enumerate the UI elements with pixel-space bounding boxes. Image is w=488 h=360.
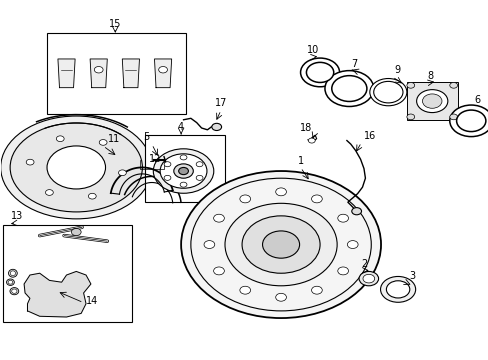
Circle shape	[180, 155, 186, 160]
Circle shape	[211, 123, 221, 131]
Ellipse shape	[10, 288, 19, 295]
Text: 3: 3	[408, 271, 415, 281]
Ellipse shape	[8, 280, 13, 284]
Circle shape	[406, 82, 414, 88]
Text: 11: 11	[108, 134, 120, 144]
Text: 15: 15	[109, 19, 121, 29]
Ellipse shape	[8, 269, 17, 277]
Circle shape	[242, 216, 320, 273]
Circle shape	[422, 94, 441, 108]
Circle shape	[358, 271, 378, 286]
Circle shape	[456, 110, 485, 132]
Bar	[3, 225, 132, 321]
Text: 9: 9	[394, 65, 400, 75]
Circle shape	[449, 114, 457, 120]
Circle shape	[275, 188, 286, 196]
Text: 4: 4	[178, 122, 184, 132]
Text: 8: 8	[427, 71, 433, 81]
Circle shape	[203, 240, 214, 248]
Circle shape	[178, 167, 188, 175]
Text: 2: 2	[360, 258, 366, 269]
Text: 17: 17	[214, 98, 227, 108]
Circle shape	[311, 286, 322, 294]
Text: 7: 7	[351, 59, 357, 69]
Circle shape	[181, 171, 380, 318]
Circle shape	[337, 214, 348, 222]
Circle shape	[164, 162, 171, 167]
Circle shape	[369, 78, 406, 106]
Circle shape	[180, 182, 186, 187]
Circle shape	[308, 138, 315, 143]
Text: 10: 10	[306, 45, 318, 55]
Circle shape	[88, 193, 96, 199]
Text: 5: 5	[143, 132, 149, 142]
Polygon shape	[154, 59, 171, 87]
Circle shape	[160, 154, 206, 188]
Circle shape	[71, 228, 81, 235]
Bar	[47, 33, 185, 114]
Circle shape	[190, 178, 370, 311]
Text: 14: 14	[86, 296, 98, 306]
Text: 16: 16	[363, 131, 375, 140]
Circle shape	[213, 214, 224, 222]
Ellipse shape	[12, 289, 17, 293]
Circle shape	[275, 293, 286, 301]
Polygon shape	[90, 59, 107, 87]
Circle shape	[240, 286, 250, 294]
Text: 13: 13	[11, 211, 23, 221]
Circle shape	[325, 71, 373, 107]
Text: 18: 18	[299, 123, 311, 133]
Circle shape	[47, 146, 105, 189]
Circle shape	[164, 175, 171, 180]
Circle shape	[351, 208, 361, 215]
Circle shape	[337, 267, 348, 275]
Polygon shape	[58, 59, 75, 87]
Circle shape	[45, 190, 53, 195]
Bar	[144, 135, 224, 202]
Ellipse shape	[0, 116, 152, 219]
Circle shape	[56, 136, 64, 141]
Circle shape	[373, 81, 402, 103]
Circle shape	[346, 240, 357, 248]
Circle shape	[196, 175, 203, 180]
Ellipse shape	[10, 271, 16, 276]
Bar	[406, 82, 457, 120]
Circle shape	[94, 67, 103, 73]
Ellipse shape	[6, 279, 14, 285]
Circle shape	[240, 195, 250, 203]
Polygon shape	[24, 271, 91, 317]
Circle shape	[224, 203, 336, 286]
Circle shape	[26, 159, 34, 165]
Text: 6: 6	[474, 95, 480, 105]
Circle shape	[380, 276, 415, 302]
Circle shape	[306, 62, 333, 82]
Text: 1: 1	[297, 156, 303, 166]
Circle shape	[449, 105, 488, 136]
Circle shape	[311, 195, 322, 203]
Circle shape	[262, 231, 299, 258]
Circle shape	[406, 114, 414, 120]
Circle shape	[449, 82, 457, 88]
Circle shape	[173, 164, 193, 178]
Polygon shape	[122, 59, 139, 87]
Circle shape	[362, 274, 374, 283]
Circle shape	[99, 140, 107, 145]
Circle shape	[158, 67, 167, 73]
Circle shape	[331, 76, 366, 102]
Circle shape	[118, 170, 126, 176]
Ellipse shape	[10, 123, 142, 212]
Circle shape	[153, 149, 213, 193]
Circle shape	[196, 162, 203, 167]
Circle shape	[300, 58, 339, 87]
Circle shape	[213, 267, 224, 275]
Circle shape	[416, 90, 447, 113]
Circle shape	[386, 281, 409, 298]
Text: 12: 12	[149, 154, 162, 164]
